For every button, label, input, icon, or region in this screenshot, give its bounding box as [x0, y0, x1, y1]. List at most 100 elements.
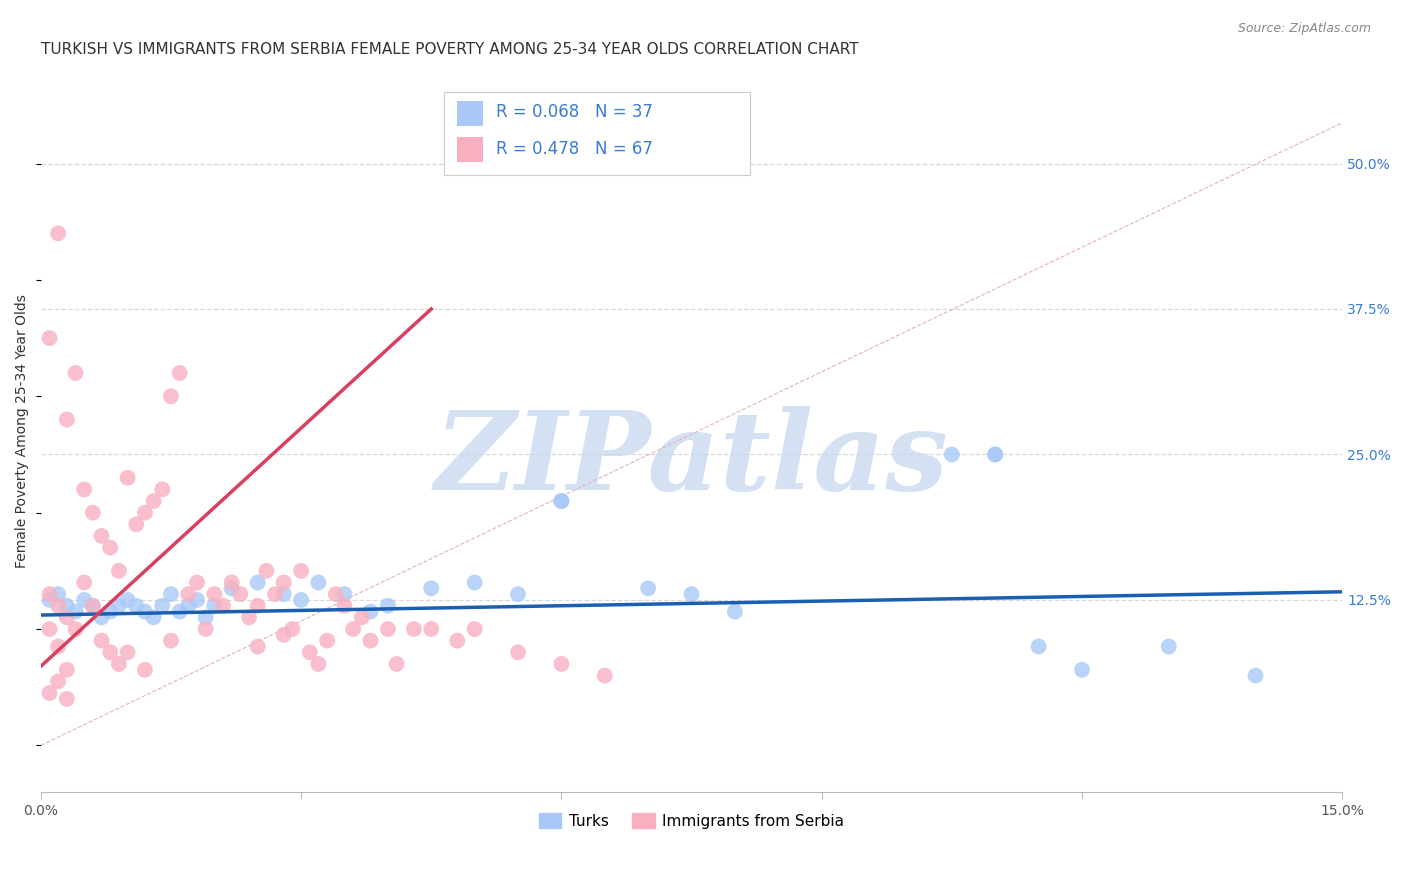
Text: TURKISH VS IMMIGRANTS FROM SERBIA FEMALE POVERTY AMONG 25-34 YEAR OLDS CORRELATI: TURKISH VS IMMIGRANTS FROM SERBIA FEMALE…	[41, 42, 859, 57]
Point	[98, 541, 121, 555]
Point	[186, 593, 208, 607]
Point	[221, 575, 243, 590]
Point	[360, 605, 382, 619]
Point	[194, 610, 217, 624]
Point	[342, 622, 364, 636]
Point	[150, 483, 173, 497]
Point	[307, 657, 329, 671]
Point	[464, 622, 486, 636]
Point	[246, 640, 269, 654]
Point	[681, 587, 703, 601]
Point	[1244, 668, 1267, 682]
Point	[134, 506, 156, 520]
Point	[1028, 640, 1050, 654]
Point	[125, 517, 148, 532]
Point	[46, 599, 69, 613]
Point	[254, 564, 277, 578]
Point	[941, 447, 963, 461]
Point	[177, 599, 200, 613]
Text: ZIPatlas: ZIPatlas	[434, 406, 949, 514]
Bar	[457, 101, 484, 126]
Point	[402, 622, 425, 636]
Point	[90, 633, 112, 648]
Point	[246, 599, 269, 613]
Point	[38, 593, 60, 607]
Point	[160, 587, 183, 601]
Point	[290, 564, 312, 578]
Point	[377, 622, 399, 636]
Point	[264, 587, 287, 601]
Point	[350, 610, 373, 624]
Point	[333, 587, 356, 601]
Text: Source: ZipAtlas.com: Source: ZipAtlas.com	[1237, 22, 1371, 36]
Point	[56, 663, 79, 677]
Point	[550, 494, 572, 508]
Point	[550, 657, 572, 671]
Point	[506, 645, 529, 659]
Point	[38, 622, 60, 636]
Point	[160, 633, 183, 648]
Point	[385, 657, 408, 671]
Point	[273, 575, 295, 590]
Point	[56, 610, 79, 624]
Point	[150, 599, 173, 613]
Point	[108, 657, 131, 671]
Point	[125, 599, 148, 613]
Point	[307, 575, 329, 590]
Point	[98, 605, 121, 619]
Point	[117, 645, 139, 659]
Point	[177, 587, 200, 601]
Point	[377, 599, 399, 613]
Point	[202, 587, 225, 601]
Point	[420, 582, 443, 596]
Bar	[444, 92, 749, 175]
Point	[506, 587, 529, 601]
Point	[73, 593, 96, 607]
Point	[117, 593, 139, 607]
Point	[229, 587, 252, 601]
Point	[38, 587, 60, 601]
Point	[142, 494, 165, 508]
Point	[360, 633, 382, 648]
Point	[90, 610, 112, 624]
Point	[1157, 640, 1180, 654]
Point	[38, 686, 60, 700]
Point	[82, 599, 104, 613]
Point	[56, 691, 79, 706]
Point	[73, 483, 96, 497]
Point	[420, 622, 443, 636]
Text: R = 0.068   N = 37: R = 0.068 N = 37	[496, 103, 654, 121]
Point	[194, 622, 217, 636]
Point	[298, 645, 321, 659]
Point	[73, 575, 96, 590]
Point	[142, 610, 165, 624]
Point	[108, 564, 131, 578]
Point	[46, 587, 69, 601]
Point	[56, 412, 79, 426]
Point	[65, 366, 87, 380]
Point	[98, 645, 121, 659]
Point	[46, 674, 69, 689]
Point	[246, 575, 269, 590]
Point	[108, 599, 131, 613]
Point	[984, 447, 1007, 461]
Point	[281, 622, 304, 636]
Point	[65, 605, 87, 619]
Point	[169, 366, 191, 380]
Point	[550, 494, 572, 508]
Point	[65, 622, 87, 636]
Point	[221, 582, 243, 596]
Y-axis label: Female Poverty Among 25-34 Year Olds: Female Poverty Among 25-34 Year Olds	[15, 294, 30, 568]
Point	[316, 633, 339, 648]
Point	[46, 227, 69, 241]
Point	[90, 529, 112, 543]
Point	[273, 587, 295, 601]
Point	[724, 605, 747, 619]
Bar	[457, 136, 484, 162]
Point	[464, 575, 486, 590]
Point	[46, 640, 69, 654]
Point	[38, 331, 60, 345]
Point	[1071, 663, 1094, 677]
Point	[238, 610, 260, 624]
Point	[202, 599, 225, 613]
